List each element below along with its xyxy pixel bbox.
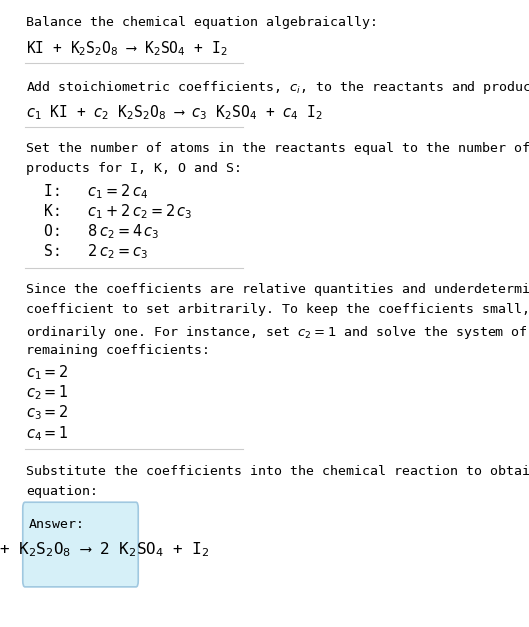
Text: Add stoichiometric coefficients, $c_i$, to the reactants and products:: Add stoichiometric coefficients, $c_i$, …: [26, 79, 529, 96]
Text: coefficient to set arbitrarily. To keep the coefficients small, the arbitrary va: coefficient to set arbitrarily. To keep …: [26, 303, 529, 317]
Text: 2 KI + K$_2$S$_2$O$_8$ ⟶ 2 K$_2$SO$_4$ + I$_2$: 2 KI + K$_2$S$_2$O$_8$ ⟶ 2 K$_2$SO$_4$ +…: [0, 540, 210, 559]
Text: equation:: equation:: [26, 485, 98, 498]
Text: I:   $c_1 = 2\,c_4$: I: $c_1 = 2\,c_4$: [26, 182, 148, 201]
Text: $c_3 = 2$: $c_3 = 2$: [26, 404, 69, 423]
Text: ordinarily one. For instance, set $c_2 = 1$ and solve the system of equations fo: ordinarily one. For instance, set $c_2 =…: [26, 324, 529, 340]
Text: remaining coefficients:: remaining coefficients:: [26, 344, 210, 357]
Text: Substitute the coefficients into the chemical reaction to obtain the balanced: Substitute the coefficients into the che…: [26, 465, 529, 478]
FancyBboxPatch shape: [23, 502, 138, 587]
Text: $c_2 = 1$: $c_2 = 1$: [26, 384, 69, 403]
Text: KI + K$_2$S$_2$O$_8$ ⟶ K$_2$SO$_4$ + I$_2$: KI + K$_2$S$_2$O$_8$ ⟶ K$_2$SO$_4$ + I$_…: [26, 40, 228, 58]
Text: O:   $8\,c_2 = 4\,c_3$: O: $8\,c_2 = 4\,c_3$: [26, 223, 160, 241]
Text: S:   $2\,c_2 = c_3$: S: $2\,c_2 = c_3$: [26, 243, 148, 261]
Text: Set the number of atoms in the reactants equal to the number of atoms in the: Set the number of atoms in the reactants…: [26, 142, 529, 155]
Text: $c_4 = 1$: $c_4 = 1$: [26, 424, 69, 443]
Text: Since the coefficients are relative quantities and underdetermined, choose a: Since the coefficients are relative quan…: [26, 283, 529, 297]
Text: $c_1$ KI + $c_2$ K$_2$S$_2$O$_8$ ⟶ $c_3$ K$_2$SO$_4$ + $c_4$ I$_2$: $c_1$ KI + $c_2$ K$_2$S$_2$O$_8$ ⟶ $c_3$…: [26, 103, 323, 122]
Text: products for I, K, O and S:: products for I, K, O and S:: [26, 162, 242, 176]
Text: Answer:: Answer:: [29, 518, 84, 531]
Text: K:   $c_1 + 2\,c_2 = 2\,c_3$: K: $c_1 + 2\,c_2 = 2\,c_3$: [26, 203, 193, 221]
Text: Balance the chemical equation algebraically:: Balance the chemical equation algebraica…: [26, 16, 378, 29]
Text: $c_1 = 2$: $c_1 = 2$: [26, 364, 69, 382]
